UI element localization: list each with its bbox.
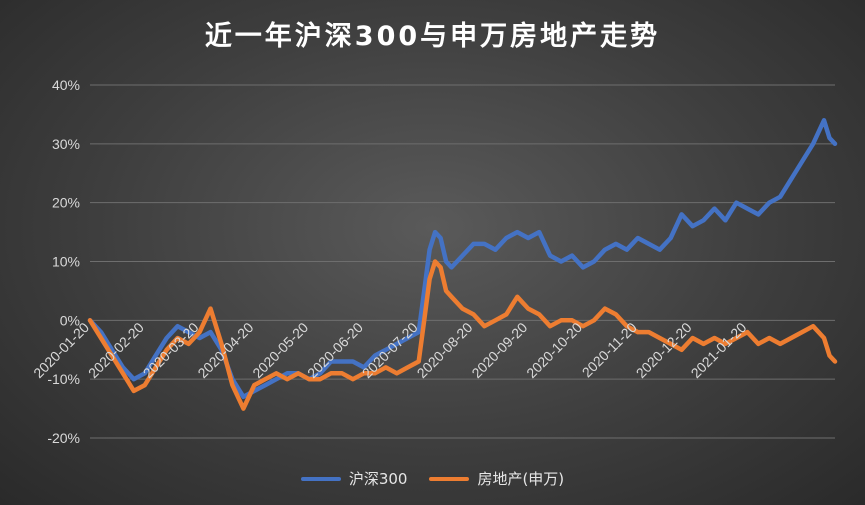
x-tick-label: 2020-09-20 <box>468 319 530 381</box>
legend-label-hs300: 沪深300 <box>348 470 408 488</box>
y-tick-label: 30% <box>52 136 80 152</box>
y-tick-label: 10% <box>52 254 80 270</box>
x-tick-label: 2020-03-20 <box>140 319 202 381</box>
x-tick-label: 2020-11-20 <box>579 319 640 380</box>
x-tick-label: 2020-10-20 <box>523 319 585 381</box>
legend-swatch-hs300 <box>300 476 341 481</box>
y-tick-label: -20% <box>47 430 80 446</box>
y-tick-label: -10% <box>47 371 80 387</box>
chart-legend: 沪深300 房地产(申万) <box>0 468 865 489</box>
y-tick-label: 20% <box>52 195 80 211</box>
legend-label-realestate: 房地产(申万) <box>477 470 565 488</box>
x-tick-label: 2021-01-20 <box>688 319 750 381</box>
legend-swatch-realestate <box>429 476 470 481</box>
chart-title: 近一年沪深300与申万房地产走势 <box>204 21 661 52</box>
legend-item-realestate: 房地产(申万) <box>429 468 564 489</box>
y-tick-label: 40% <box>52 77 80 93</box>
x-tick-label: 2020-12-20 <box>633 319 695 381</box>
legend-item-hs300: 沪深300 <box>300 468 408 489</box>
series-line-realestate <box>87 259 838 411</box>
x-tick-label: 2020-05-20 <box>249 319 311 381</box>
y-tick-label: 0% <box>60 312 80 328</box>
